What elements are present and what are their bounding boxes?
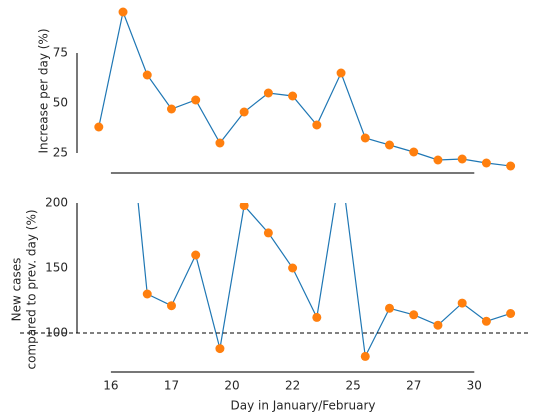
y-tick-label: 150 xyxy=(45,261,68,275)
marker xyxy=(506,161,516,171)
marker xyxy=(263,88,273,98)
y-tick-label: 50 xyxy=(53,96,68,110)
marker xyxy=(312,120,322,130)
plot-area xyxy=(94,46,516,361)
plot-area xyxy=(94,7,516,171)
marker xyxy=(166,301,176,311)
marker xyxy=(191,250,201,260)
y-tick-label: 25 xyxy=(53,146,68,160)
x-tick-label: 17 xyxy=(164,379,179,393)
marker xyxy=(215,138,225,148)
y-axis-label: New cases xyxy=(10,258,24,322)
marker xyxy=(360,133,370,143)
marker xyxy=(457,154,467,164)
line xyxy=(98,9,511,167)
marker xyxy=(336,68,346,78)
x-tick-label: 16 xyxy=(103,379,118,393)
marker xyxy=(142,289,152,299)
marker xyxy=(409,147,419,157)
y-axis-label: Increase per day (%) xyxy=(37,29,51,154)
marker xyxy=(457,298,467,308)
marker xyxy=(239,107,249,117)
marker xyxy=(166,104,176,114)
y-tick-label: 75 xyxy=(53,46,68,60)
marker xyxy=(481,316,491,326)
x-tick-label: 20 xyxy=(224,379,239,393)
marker xyxy=(94,134,103,143)
marker xyxy=(142,70,152,80)
marker xyxy=(94,122,104,132)
marker xyxy=(384,140,394,150)
marker xyxy=(433,320,443,330)
marker xyxy=(288,91,298,101)
marker xyxy=(215,344,225,354)
marker xyxy=(118,7,128,17)
marker xyxy=(119,46,128,55)
x-tick-label: 30 xyxy=(467,379,482,393)
x-tick-label: 22 xyxy=(285,379,300,393)
marker xyxy=(384,303,394,313)
y-axis-label: compared to prev. day (%) xyxy=(25,209,39,369)
y-tick-label: 200 xyxy=(45,196,68,210)
marker xyxy=(337,162,346,171)
marker xyxy=(433,155,443,165)
line xyxy=(137,203,511,359)
marker xyxy=(191,95,201,105)
marker xyxy=(239,203,249,211)
marker xyxy=(409,310,419,320)
x-axis-label: Day in January/February xyxy=(231,399,376,413)
marker xyxy=(481,158,491,168)
x-tick-label: 25 xyxy=(346,379,361,393)
marker xyxy=(288,263,298,273)
marker xyxy=(263,228,273,238)
marker xyxy=(312,312,322,322)
x-tick-label: 27 xyxy=(406,379,421,393)
marker xyxy=(360,351,370,361)
marker xyxy=(506,309,516,318)
